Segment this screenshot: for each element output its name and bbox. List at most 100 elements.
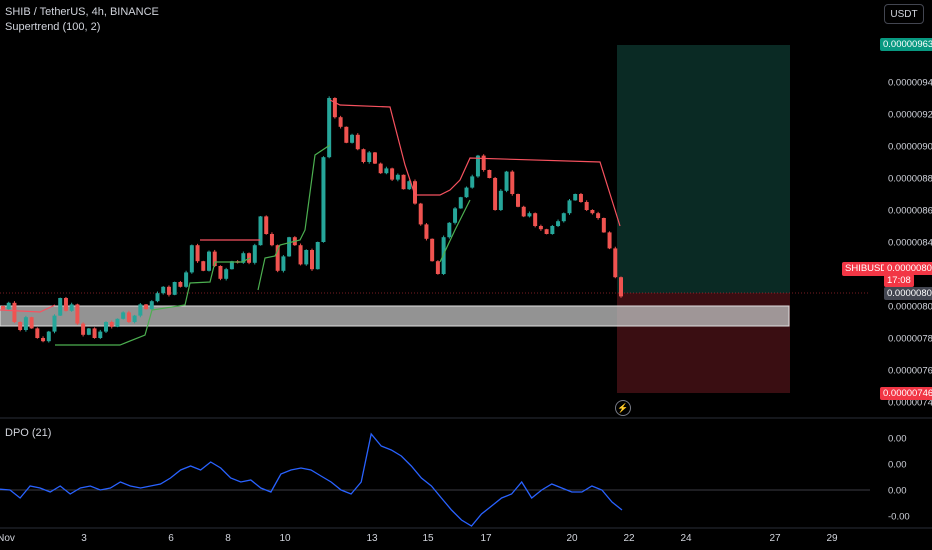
- time-axis-label: 8: [225, 533, 231, 544]
- candle-body: [458, 197, 463, 209]
- candle-body: [35, 328, 40, 338]
- candle-body: [567, 200, 572, 214]
- time-axis-label: 6: [168, 533, 174, 544]
- candle-body: [527, 213, 532, 217]
- candle-body: [98, 331, 103, 338]
- candle-body: [252, 245, 257, 263]
- candle-body: [401, 174, 406, 190]
- candle-body: [384, 168, 389, 174]
- candle-body: [166, 286, 171, 295]
- candle-body: [447, 222, 452, 238]
- candle-body: [12, 302, 17, 322]
- candle-body: [92, 328, 97, 338]
- candle-body: [281, 256, 286, 271]
- supertrend-line: [329, 99, 621, 227]
- time-axis-label: 24: [680, 533, 692, 544]
- current-price-tag: 0.00000806: [884, 262, 932, 275]
- candle-body: [578, 194, 583, 202]
- candle-body: [378, 163, 383, 174]
- candle-body: [212, 251, 217, 266]
- candle-body: [229, 261, 234, 270]
- candle-body: [327, 98, 332, 158]
- candle-body: [304, 250, 309, 265]
- candle-body: [138, 304, 143, 316]
- candle-body: [538, 226, 543, 230]
- candle-body: [41, 338, 46, 342]
- candle-body: [607, 232, 612, 249]
- candle-body: [464, 187, 469, 198]
- candle-body: [115, 318, 120, 327]
- candle-body: [372, 152, 377, 164]
- target-price-tag: 0.00000963: [880, 38, 932, 51]
- candle-body: [264, 216, 269, 234]
- chart-title: SHIB / TetherUS, 4h, BINANCE: [5, 6, 159, 18]
- candle-body: [498, 190, 503, 210]
- time-axis-label: 3: [81, 533, 87, 544]
- candle-body: [161, 286, 166, 294]
- candle-body: [584, 202, 589, 210]
- candle-body: [184, 272, 189, 287]
- candle-body: [46, 331, 51, 342]
- candle-body: [144, 304, 149, 310]
- candle-body: [75, 304, 80, 324]
- dpo-line: [0, 432, 623, 527]
- candle-body: [332, 98, 337, 118]
- supertrend-label: Supertrend (100, 2): [5, 21, 101, 33]
- supertrend-line: [0, 304, 56, 313]
- candle-body: [258, 216, 263, 246]
- candle-body: [23, 317, 28, 330]
- candle-body: [155, 293, 160, 302]
- time-axis-label: 29: [826, 533, 838, 544]
- candle-body: [218, 266, 223, 279]
- candle-body: [596, 213, 601, 218]
- supertrend-line: [55, 257, 251, 346]
- candle-body: [430, 238, 435, 262]
- candle-body: [310, 250, 314, 270]
- candle-body: [475, 155, 480, 177]
- candle-body: [453, 208, 458, 223]
- candle-body: [58, 298, 63, 316]
- currency-button[interactable]: USDT: [884, 4, 924, 24]
- price-axis-label: 0.00000740: [888, 398, 932, 409]
- candle-body: [510, 171, 515, 194]
- candle-body: [126, 312, 131, 322]
- supertrend-line: [257, 144, 331, 291]
- candle-body: [241, 253, 246, 263]
- candle-body: [413, 181, 417, 204]
- candle-body: [121, 312, 126, 319]
- candle-body: [533, 213, 538, 226]
- candle-body: [516, 194, 520, 207]
- candle-body: [6, 302, 11, 310]
- time-axis-label: 13: [366, 533, 378, 544]
- candle-body: [224, 269, 229, 279]
- supertrend-line: [439, 199, 471, 263]
- candle-body: [109, 322, 114, 327]
- dpo-axis-label: 0.00: [888, 486, 907, 497]
- time-axis-label: 20: [566, 533, 578, 544]
- candle-body: [418, 203, 423, 225]
- candle-body: [367, 152, 372, 162]
- candle-body: [269, 234, 274, 246]
- candle-body: [1, 306, 5, 310]
- candle-body: [390, 168, 395, 180]
- target-zone: [617, 45, 790, 293]
- candle-body: [321, 157, 326, 242]
- candle-body: [338, 117, 343, 127]
- candle-body: [573, 194, 578, 201]
- candle-body: [132, 315, 137, 322]
- candle-body: [86, 328, 91, 335]
- candle-body: [561, 213, 566, 222]
- candle-body: [435, 261, 440, 274]
- dpo-axis-label: 0.00: [888, 434, 907, 445]
- lightning-icon[interactable]: ⚡: [615, 400, 631, 416]
- candle-body: [504, 171, 509, 191]
- stop-price-tag: 0.00000746: [880, 387, 932, 400]
